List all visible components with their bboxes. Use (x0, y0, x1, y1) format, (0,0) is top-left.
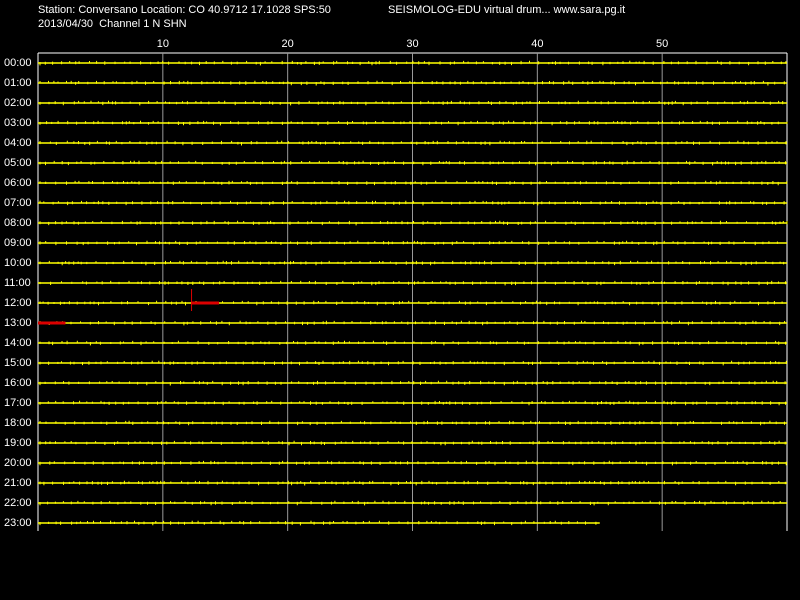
trace-noise (39, 100, 784, 106)
row-label: 15:00 (4, 357, 32, 369)
row-label: 08:00 (4, 217, 32, 229)
row-label: 02:00 (4, 97, 32, 109)
row-label: 11:00 (4, 277, 31, 289)
trace-noise (39, 80, 785, 86)
trace-noise (39, 160, 786, 166)
row-label: 05:00 (4, 157, 32, 169)
x-tick-label: 30 (406, 38, 418, 50)
x-tick-label: 50 (656, 38, 668, 50)
trace-noise (39, 200, 785, 206)
trace-noise (39, 420, 785, 426)
row-label: 12:00 (4, 297, 32, 309)
trace-noise (39, 120, 788, 126)
row-label: 13:00 (4, 317, 32, 329)
row-label: 22:00 (4, 497, 32, 509)
x-tick-label: 20 (282, 38, 294, 50)
x-tick-label: 10 (157, 38, 169, 50)
chart-title: Station: Conversano Location: CO 40.9712… (38, 4, 331, 16)
row-label: 04:00 (4, 137, 32, 149)
trace-noise (39, 220, 788, 226)
trace-noise (39, 280, 786, 286)
trace-noise (39, 480, 786, 486)
row-label: 14:00 (4, 337, 32, 349)
row-label: 21:00 (4, 477, 32, 489)
row-label: 07:00 (4, 197, 32, 209)
row-label: 06:00 (4, 177, 32, 189)
row-label: 16:00 (4, 377, 32, 389)
trace-noise (39, 500, 781, 506)
trace-noise (39, 440, 786, 446)
row-label: 03:00 (4, 117, 32, 129)
trace-noise (39, 300, 783, 306)
x-tick-label: 40 (531, 38, 543, 50)
row-label: 17:00 (4, 397, 32, 409)
row-label: 19:00 (4, 437, 32, 449)
trace-noise (39, 340, 786, 346)
trace-noise (39, 260, 785, 266)
subtitle: 2013/04/30 Channel 1 N SHN (38, 18, 187, 30)
trace-noise (39, 460, 787, 466)
trace-noise (39, 180, 788, 186)
row-label: 23:00 (4, 517, 32, 529)
trace-noise (39, 380, 786, 386)
row-label: 10:00 (4, 257, 32, 269)
row-label: 01:00 (4, 77, 32, 89)
source: SEISMOLOG-EDU virtual drum... www.sara.p… (388, 4, 625, 16)
row-label: 20:00 (4, 457, 32, 469)
trace-noise (39, 240, 778, 246)
trace-noise (39, 60, 787, 66)
row-label: 18:00 (4, 417, 32, 429)
trace-noise (39, 360, 787, 366)
row-label: 00:00 (4, 57, 32, 69)
trace-noise (39, 140, 787, 146)
trace-noise (39, 400, 786, 406)
trace-noise (39, 520, 597, 526)
row-label: 09:00 (4, 237, 32, 249)
